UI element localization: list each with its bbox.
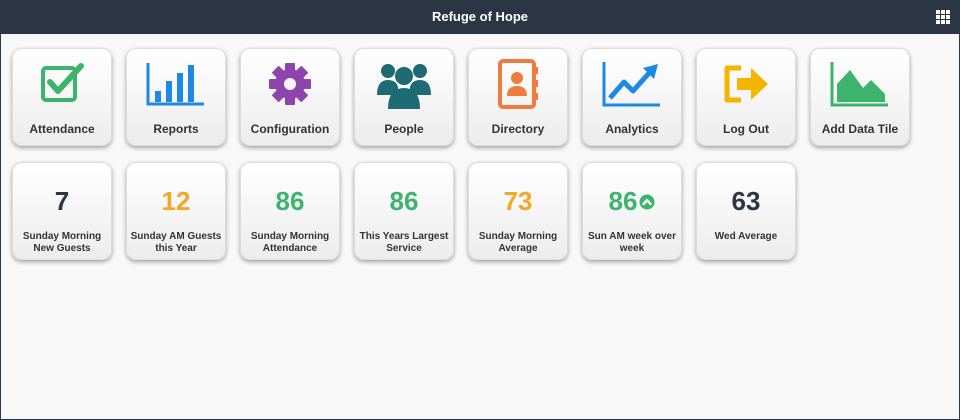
stat-label: Sunday Morning Attendance (250, 231, 330, 254)
stat-label: Wed Average (714, 231, 778, 242)
area-chart-icon (810, 60, 910, 108)
logout-arrow-icon (696, 60, 796, 108)
stat-tile-sunday-morning-new-guests[interactable]: 7 Sunday Morning New Guests (12, 162, 112, 260)
bar-chart-icon (126, 60, 226, 108)
stat-value: 73 (503, 186, 533, 216)
stat-tile-this-years-largest-service[interactable]: 86 This Years Largest Service (354, 162, 454, 260)
app-title: Refuge of Hope (431, 9, 529, 24)
stat-tile-sunday-morning-average[interactable]: 73 Sunday Morning Average (468, 162, 568, 260)
stat-label: Sunday Morning Average (478, 231, 558, 254)
stat-value: 7 (54, 186, 70, 216)
tile-label: Configuration (250, 122, 330, 136)
people-group-icon (354, 60, 454, 109)
navigation-tiles: Attendance Reports (12, 48, 910, 146)
gear-icon (240, 60, 340, 108)
stat-tile-sunday-am-guests-this-year[interactable]: 12 Sunday AM Guests this Year (126, 162, 226, 260)
stat-value: 86 (608, 186, 638, 216)
tile-add-data-tile[interactable]: Add Data Tile (810, 48, 910, 146)
tile-label: Reports (153, 122, 199, 136)
data-tiles: 7 Sunday Morning New Guests 12 Sunday AM… (12, 162, 796, 260)
stat-tile-sunday-morning-attendance[interactable]: 86 Sunday Morning Attendance (240, 162, 340, 260)
tile-attendance[interactable]: Attendance (12, 48, 112, 146)
stat-value: 12 (161, 186, 191, 216)
stat-tile-sun-am-week-over-week[interactable]: 86 Sun AM week over week (582, 162, 682, 260)
stat-value: 63 (731, 186, 761, 216)
tile-label: Attendance (29, 122, 95, 136)
tile-log-out[interactable]: Log Out (696, 48, 796, 146)
stat-label: This Years Largest Service (359, 231, 449, 254)
address-book-icon (468, 59, 568, 109)
trend-line-icon (582, 60, 682, 108)
tile-label: Directory (491, 122, 545, 136)
stat-label: Sunday AM Guests this Year (130, 231, 222, 254)
stat-tile-wed-average[interactable]: 63 Wed Average (696, 162, 796, 260)
tile-configuration[interactable]: Configuration (240, 48, 340, 146)
tile-label: Analytics (605, 122, 659, 136)
tile-label: Log Out (723, 122, 769, 136)
stat-value: 86 (275, 186, 305, 216)
tile-analytics[interactable]: Analytics (582, 48, 682, 146)
stat-label: Sunday Morning New Guests (22, 231, 102, 254)
tile-people[interactable]: People (354, 48, 454, 146)
stat-value-wrap: 86 (582, 186, 682, 217)
checkbox-check-icon (12, 60, 112, 108)
stat-value: 86 (389, 186, 419, 216)
tile-label: Add Data Tile (821, 122, 899, 136)
tile-directory[interactable]: Directory (468, 48, 568, 146)
stat-label: Sun AM week over week (588, 231, 676, 254)
top-bar: Refuge of Hope (0, 0, 960, 34)
tile-reports[interactable]: Reports (126, 48, 226, 146)
apps-grid-icon[interactable] (936, 10, 950, 24)
trend-up-circle-icon (639, 194, 655, 209)
tile-label: People (384, 122, 424, 136)
